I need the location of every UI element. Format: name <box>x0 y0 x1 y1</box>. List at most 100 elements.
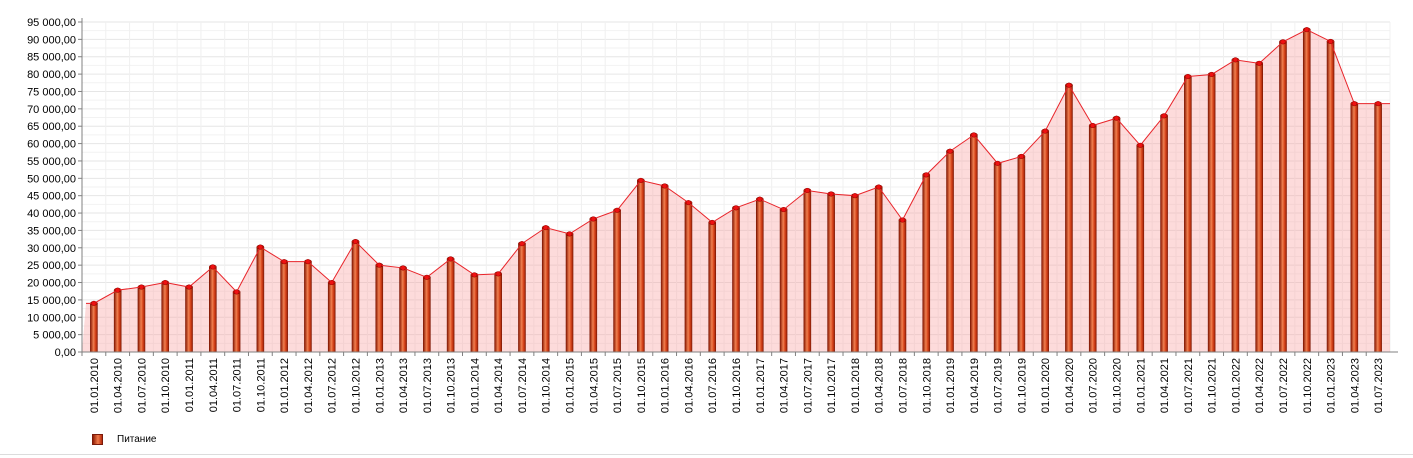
data-point <box>186 284 192 290</box>
bar <box>494 273 502 353</box>
data-point <box>781 207 787 213</box>
bar <box>589 218 598 353</box>
bar <box>993 163 1002 353</box>
bar <box>1136 145 1145 353</box>
data-point <box>400 265 406 271</box>
x-tick-label: 01.07.2010 <box>136 358 148 413</box>
x-tick-label: 01.04.2015 <box>588 358 600 413</box>
bar <box>1160 115 1168 353</box>
bar <box>304 261 312 353</box>
x-tick-label: 01.04.2010 <box>113 358 125 413</box>
x-tick-label: 01.04.2021 <box>1159 358 1171 413</box>
bar <box>113 289 122 353</box>
bar <box>256 246 265 353</box>
bar <box>708 222 717 353</box>
y-tick-label: 50 000,00 <box>27 173 76 185</box>
x-tick-label: 01.07.2012 <box>327 358 339 413</box>
x-tick-label: 01.04.2022 <box>1254 358 1266 413</box>
data-point <box>1256 60 1262 66</box>
data-point <box>352 238 359 245</box>
data-point <box>971 132 977 138</box>
x-tick-label: 01.04.2019 <box>969 358 981 413</box>
bar <box>660 185 669 353</box>
bar <box>755 198 764 353</box>
x-tick-label: 01.04.2011 <box>208 358 220 412</box>
data-point <box>590 216 596 222</box>
data-point <box>995 160 1001 166</box>
bar <box>1374 103 1382 353</box>
bar <box>327 282 336 353</box>
y-tick-label: 80 000,00 <box>27 69 76 81</box>
data-point <box>115 287 121 293</box>
x-tick-label: 01.01.2017 <box>755 358 767 413</box>
x-tick-label: 01.01.2022 <box>1230 358 1242 413</box>
x-tick-label: 01.04.2020 <box>1064 358 1076 413</box>
data-point <box>709 219 715 225</box>
x-tick-label: 01.01.2010 <box>89 358 101 413</box>
x-tick-label: 01.01.2014 <box>469 358 481 413</box>
divider <box>0 454 1413 455</box>
bar <box>399 267 407 353</box>
x-tick-label: 01.10.2017 <box>826 358 838 413</box>
data-point <box>1113 115 1120 121</box>
x-tick-label: 01.10.2013 <box>446 358 458 413</box>
bar <box>779 209 788 353</box>
y-tick-label: 15 000,00 <box>27 295 76 307</box>
data-point <box>257 244 263 250</box>
bar <box>827 193 835 353</box>
data-point <box>448 256 454 262</box>
bar <box>137 286 146 353</box>
x-tick-labels: 01.01.2010 01.04.2010 01.07.2010 01.10.2010… <box>89 358 1385 413</box>
x-tick-label: 01.01.2019 <box>945 358 957 413</box>
data-point <box>899 217 906 223</box>
data-point <box>1232 57 1238 63</box>
data-point <box>424 274 430 280</box>
bar <box>232 291 241 353</box>
x-tick-label: 01.04.2023 <box>1349 358 1361 413</box>
x-tick-label: 01.01.2020 <box>1040 358 1052 413</box>
axes <box>78 18 1398 356</box>
x-tick-label: 01.01.2013 <box>374 358 386 413</box>
y-tick-label: 35 000,00 <box>27 225 76 237</box>
data-point <box>495 271 501 277</box>
data-point <box>519 241 525 247</box>
data-point <box>376 262 382 268</box>
y-tick-labels: 0,00 5 000,00 10 000,00 15 000,00 20 000,00 2… <box>27 17 76 359</box>
y-tick-label: 10 000,00 <box>27 312 76 324</box>
legend-label: Питание <box>117 434 157 445</box>
bar <box>732 207 740 353</box>
data-point <box>138 284 145 290</box>
bar <box>1231 59 1240 353</box>
x-tick-label: 01.01.2012 <box>279 358 291 413</box>
legend-swatch <box>92 434 103 445</box>
data-point <box>305 259 311 265</box>
data-point <box>543 225 549 231</box>
data-point <box>281 259 287 265</box>
x-tick-label: 01.10.2010 <box>160 358 172 413</box>
x-tick-label: 01.01.2021 <box>1135 358 1147 413</box>
x-tick-label: 01.07.2023 <box>1373 358 1385 413</box>
data-point <box>685 200 691 206</box>
x-tick-label: 01.10.2022 <box>1302 358 1314 413</box>
x-tick-label: 01.07.2018 <box>897 358 909 413</box>
x-tick-label: 01.01.2015 <box>565 358 577 413</box>
x-tick-label: 01.10.2012 <box>350 358 362 413</box>
bar <box>803 190 812 353</box>
data-point <box>876 184 882 190</box>
bar <box>1255 63 1263 353</box>
bar <box>1065 84 1073 353</box>
x-tick-label: 01.04.2017 <box>779 358 791 413</box>
data-point <box>471 272 477 278</box>
bar <box>946 150 954 353</box>
y-tick-label: 60 000,00 <box>27 139 76 151</box>
data-point <box>1375 101 1381 107</box>
y-tick-label: 30 000,00 <box>27 243 76 255</box>
data-point <box>1066 82 1072 88</box>
x-tick-label: 01.07.2020 <box>1088 358 1100 413</box>
y-tick-label: 75 000,00 <box>27 86 76 98</box>
bar <box>970 134 978 353</box>
bar <box>637 180 645 353</box>
x-tick-label: 01.10.2018 <box>921 358 933 413</box>
